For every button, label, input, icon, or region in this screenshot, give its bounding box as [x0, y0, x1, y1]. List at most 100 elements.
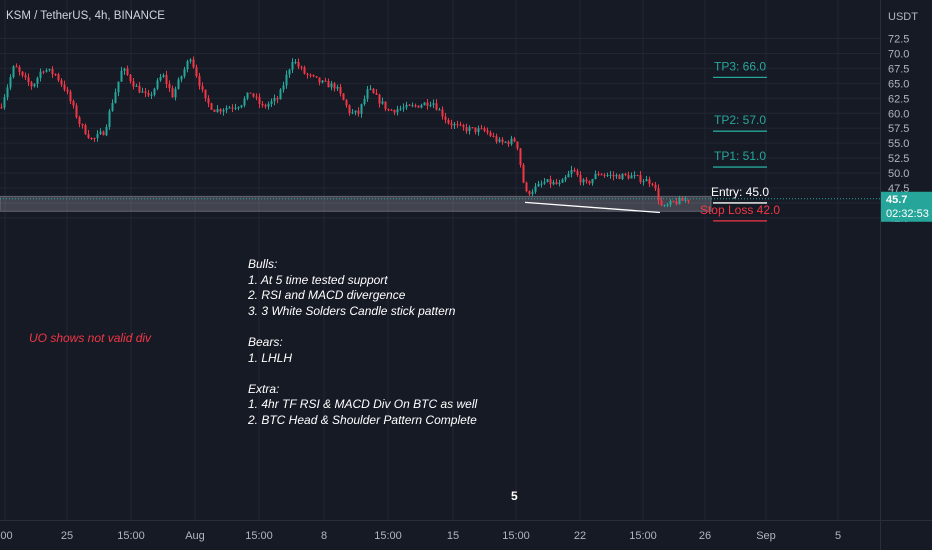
candle-body [375, 93, 378, 95]
candle-body [651, 183, 654, 185]
candle-body [165, 74, 168, 84]
candle-body [117, 81, 120, 93]
candle-body [609, 174, 612, 176]
candle-body [534, 186, 537, 192]
candle-body [462, 125, 465, 128]
candle-body [267, 103, 270, 107]
candle-body [66, 89, 69, 92]
candle-body [402, 107, 405, 109]
candle-body [567, 173, 570, 178]
candle-body [105, 126, 108, 136]
candle-body [99, 131, 102, 134]
support-zone [0, 195, 712, 212]
symbol-title[interactable]: KSM / TetherUS, 4h, BINANCE [6, 10, 165, 22]
candle-body [78, 117, 81, 124]
x-tick-label: Sep [756, 530, 776, 542]
candle-body [303, 67, 306, 74]
candle-body [408, 104, 411, 106]
candle-body [555, 182, 558, 184]
candle-body [618, 175, 621, 179]
candle-body [642, 181, 645, 183]
y-tick-label: 62.5 [888, 93, 909, 105]
candle-body [216, 109, 219, 112]
y-tick-label: 55.0 [888, 138, 909, 150]
candle-body [81, 123, 84, 126]
candle-body [588, 181, 591, 184]
candle-body [96, 133, 99, 139]
candle-body [636, 175, 639, 177]
candle-body [363, 98, 366, 105]
candle-body [393, 109, 396, 113]
last-price-value: 45.7 [886, 194, 907, 206]
candle-body [234, 107, 237, 109]
candle-body [678, 198, 681, 205]
candle-body [48, 68, 51, 71]
candle-body [564, 177, 567, 180]
x-tick-label: :00 [0, 530, 13, 542]
candle-body [132, 81, 135, 87]
candle-body [21, 71, 24, 76]
candle-body [315, 76, 318, 78]
candle-body [435, 103, 438, 110]
candle-body [624, 173, 627, 175]
candle-body [312, 74, 315, 77]
candle-body [204, 89, 207, 99]
x-tick-label: Aug [185, 530, 205, 542]
candle-body [36, 77, 39, 84]
candle-body [381, 101, 384, 104]
candle-body [630, 175, 633, 179]
x-tick-label: 25 [61, 530, 73, 542]
candle-body [213, 109, 216, 112]
candle-body [159, 76, 162, 81]
y-tick-label: 52.5 [888, 153, 909, 165]
candle-body [84, 125, 87, 135]
candle-body [12, 66, 15, 78]
candle-body [45, 70, 48, 72]
candle-body [477, 128, 480, 132]
candle-body [666, 204, 669, 206]
candle-body [183, 69, 186, 77]
level-label-stop: Stop Loss 42.0 [700, 203, 780, 217]
candle-body [525, 182, 528, 192]
candle-body [123, 68, 126, 71]
candle-body [15, 66, 18, 68]
candle-body [549, 179, 552, 185]
candle-body [195, 67, 198, 77]
x-tick-label: 15:00 [629, 530, 657, 542]
candle-body [648, 179, 651, 184]
support-touch-count: 5 [511, 489, 518, 503]
candle-body [468, 127, 471, 132]
candle-body [540, 183, 543, 185]
candle-body [171, 88, 174, 98]
candle-body [684, 199, 687, 201]
y-tick-label: 72.5 [888, 34, 909, 46]
candle-body [264, 105, 267, 107]
candle-body [603, 174, 606, 176]
candle-body [246, 92, 249, 99]
candle-body [465, 127, 468, 132]
candle-body [138, 85, 141, 93]
candle-body [345, 100, 348, 106]
candle-body [198, 76, 201, 87]
candle-body [201, 86, 204, 90]
candle-body [240, 105, 243, 108]
candle-body [228, 107, 231, 109]
candle-body [144, 91, 147, 94]
candle-body [261, 103, 264, 106]
candle-body [120, 70, 123, 82]
candle-body [63, 84, 66, 90]
candle-body [459, 124, 462, 126]
candle-body [591, 179, 594, 184]
candle-body [57, 74, 60, 81]
candle-body [387, 109, 390, 111]
candle-body [552, 182, 555, 185]
candle-body [645, 179, 648, 182]
x-tick-label: 8 [321, 530, 327, 542]
candle-body [390, 109, 393, 111]
candle-body [489, 132, 492, 136]
candle-body [483, 128, 486, 131]
candle-body [570, 169, 573, 174]
candle-body [129, 74, 132, 82]
candle-body [675, 201, 678, 205]
